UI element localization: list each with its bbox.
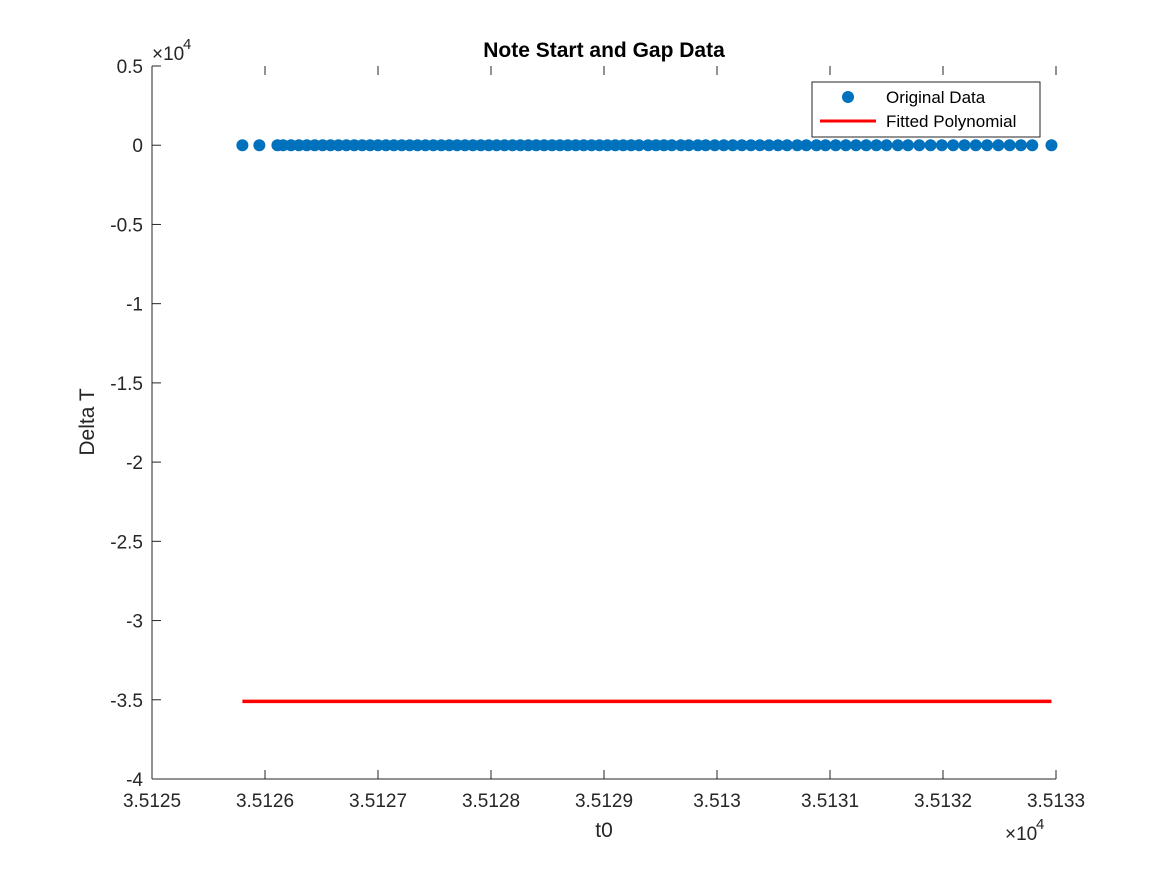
x-tick-label: 3.513	[693, 791, 741, 812]
data-point	[981, 139, 994, 152]
legend-marker-original-data	[842, 91, 854, 103]
data-point	[901, 139, 914, 152]
data-point	[947, 139, 960, 152]
data-point	[744, 139, 757, 152]
y-exponent-base: ×10	[152, 44, 184, 65]
data-point	[236, 139, 249, 152]
y-tick-label: -3.5	[110, 691, 143, 712]
y-tick-label: -1.5	[110, 374, 143, 395]
data-point	[1003, 139, 1016, 152]
data-point	[665, 139, 678, 152]
data-point	[870, 139, 883, 152]
data-point	[969, 139, 982, 152]
y-tick-label: -0.5	[110, 215, 143, 236]
y-tick-label: -4	[126, 770, 143, 791]
data-point	[753, 139, 766, 152]
x-tick-label: 3.5133	[1027, 791, 1085, 812]
data-point	[1045, 139, 1058, 152]
data-point	[800, 139, 813, 152]
data-point	[772, 139, 785, 152]
data-point	[633, 139, 646, 152]
x-tick-label: 3.5131	[801, 791, 859, 812]
data-point	[958, 139, 971, 152]
y-tick-label: -2.5	[110, 532, 143, 553]
x-ticks: 3.5125 3.5126 3.5127 3.5128 3.5129 3.513 3.513…	[123, 66, 1085, 812]
x-exponent-power: 4	[1036, 816, 1044, 833]
data-point	[699, 139, 712, 152]
y-tick-label: 0.5	[117, 57, 143, 78]
legend-label-fitted-polynomial: Fitted Polynomial	[886, 112, 1016, 131]
data-point	[891, 139, 904, 152]
x-tick-label: 3.5125	[123, 791, 181, 812]
legend: Original Data Fitted Polynomial	[811, 81, 1041, 138]
x-exponent-base: ×10	[1005, 824, 1037, 845]
data-point	[717, 139, 730, 152]
plot-area	[152, 66, 1056, 779]
data-point	[735, 139, 748, 152]
data-point	[924, 139, 937, 152]
x-axis-label: t0	[595, 819, 613, 842]
y-tick-label: -1	[126, 295, 143, 316]
data-point	[762, 139, 775, 152]
original-data-markers	[236, 139, 1058, 152]
data-point	[913, 139, 926, 152]
data-point	[682, 139, 695, 152]
y-exponent-power: 4	[183, 36, 191, 53]
legend-box	[811, 81, 1041, 138]
data-point	[810, 139, 823, 152]
x-tick-label: 3.5126	[236, 791, 294, 812]
data-point	[935, 139, 948, 152]
y-tick-label: 0	[132, 136, 143, 157]
y-tick-label: -2	[126, 453, 143, 474]
data-point	[791, 139, 804, 152]
data-point	[880, 139, 893, 152]
data-point	[829, 139, 842, 152]
x-tick-label: 3.5128	[462, 791, 520, 812]
x-tick-label: 3.5132	[914, 791, 972, 812]
y-tick-label: -3	[126, 612, 143, 633]
data-point	[819, 139, 832, 152]
data-point	[992, 139, 1005, 152]
data-point	[726, 139, 739, 152]
y-ticks: -4 -3.5 -3 -2.5 -2 -1.5 -1 -0.5 0 0.5	[110, 57, 161, 791]
data-point	[839, 139, 852, 152]
x-tick-label: 3.5127	[349, 791, 407, 812]
data-point	[860, 139, 873, 152]
legend-label-original-data: Original Data	[886, 88, 986, 107]
data-point	[253, 139, 266, 152]
chart-title: Note Start and Gap Data	[483, 39, 725, 62]
data-point	[1026, 139, 1039, 152]
data-point	[1014, 139, 1027, 152]
data-point	[849, 139, 862, 152]
data-point	[781, 139, 794, 152]
data-point	[708, 139, 721, 152]
y-axis-label: Delta T	[76, 388, 99, 455]
x-tick-label: 3.5129	[575, 791, 633, 812]
